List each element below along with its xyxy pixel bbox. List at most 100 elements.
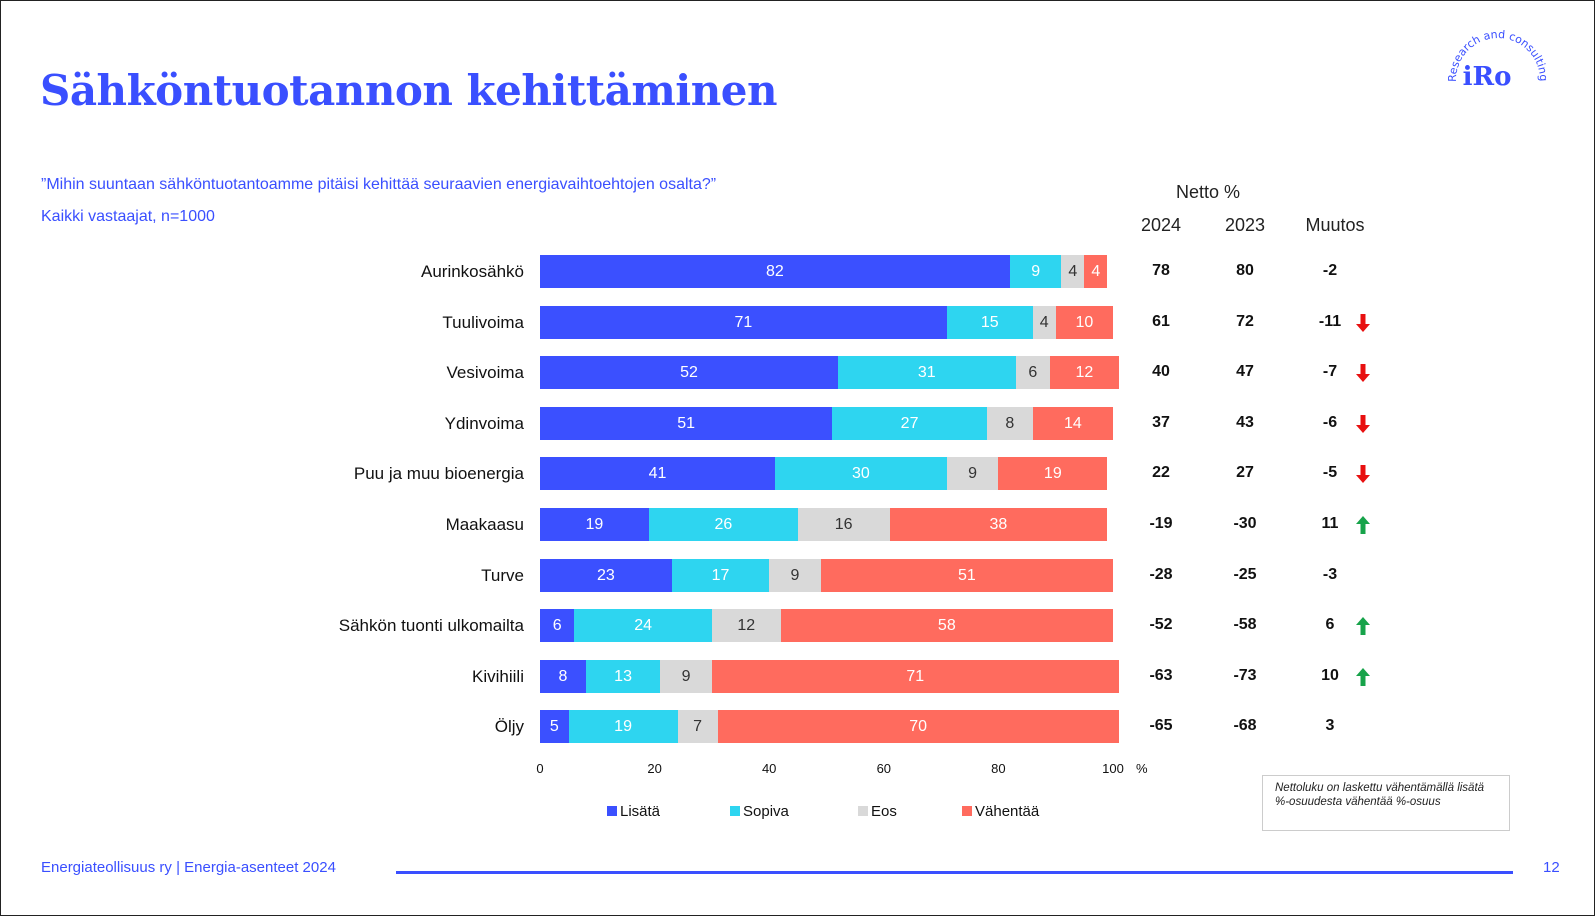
bar-segment-sopiva: 13	[585, 659, 661, 693]
bar-segment-vahentaa: 4	[1084, 255, 1108, 288]
bar-segment-sopiva: 9	[1009, 255, 1062, 288]
change-value: 10	[1321, 666, 1339, 684]
arrow-up-icon	[1356, 667, 1370, 686]
bar-segment-eos: 4	[1032, 305, 1056, 339]
netto-2023-value: -25	[1233, 565, 1257, 583]
category-label: Öljy	[494, 717, 524, 737]
change-header: Muutos	[1305, 215, 1365, 235]
bar-segment-lisata: 8	[540, 659, 586, 693]
x-axis-tick: 20	[647, 761, 662, 776]
change-value: -2	[1322, 262, 1338, 279]
bar-segment-vahentaa: 38	[889, 508, 1108, 541]
bar-segment-eos: 6	[1015, 356, 1050, 390]
x-axis-tick: 80	[991, 761, 1006, 776]
bar-segment-vahentaa: 70	[717, 710, 1119, 744]
bar-segment-vahentaa: 12	[1049, 356, 1119, 390]
x-axis-tick: 100	[1102, 761, 1124, 776]
category-label: Turve	[481, 565, 524, 585]
page-number: 12	[1543, 859, 1560, 876]
bar-segment-sopiva: 30	[774, 457, 947, 491]
x-axis-tick: 40	[761, 761, 777, 776]
bar-row: 19 26 16 38	[540, 508, 1113, 541]
bar-segment-eos: 12	[711, 609, 781, 643]
arrow-up-icon	[1356, 617, 1370, 636]
netto-2024-value: -52	[1149, 616, 1173, 634]
netto-2024-value: -63	[1149, 666, 1173, 684]
bar-segment-eos: 4	[1061, 255, 1085, 288]
bar-segment-lisata: 41	[540, 457, 775, 491]
iro-logo: Research and consulting	[1448, 28, 1548, 82]
bar-segment-vahentaa: 19	[998, 457, 1108, 491]
netto-2024-value: 22	[1152, 464, 1170, 482]
netto-2024-value: 78	[1152, 262, 1170, 279]
bar-segment-lisata: 19	[540, 508, 649, 541]
legend-swatch	[607, 806, 617, 816]
bar-segment-vahentaa: 10	[1055, 305, 1113, 339]
bar-segment-vahentaa: 51	[820, 558, 1113, 592]
bar-segment-sopiva: 24	[574, 609, 712, 643]
page-title: Sähköntuotannon kehittäminen	[40, 66, 778, 115]
change-value: -5	[1322, 464, 1338, 482]
netto-2023-value: -30	[1233, 515, 1257, 532]
bar-row: 82 9 4 4	[540, 255, 1113, 288]
category-label: Puu ja muu bioenergia	[353, 464, 524, 484]
sample-description: Kaikki vastaajat, n=1000	[41, 208, 215, 225]
legend-sopiva: Sopiva	[730, 803, 789, 820]
category-label: Ydinvoima	[444, 413, 524, 433]
bar-segment-lisata: 5	[540, 710, 569, 744]
bar-segment-eos: 9	[946, 457, 999, 491]
netto-2023-value: 72	[1236, 312, 1254, 330]
logo-wordmark: iRo	[1462, 62, 1512, 92]
netto-2024-value: 40	[1152, 363, 1170, 381]
bar-row: 8 13 9 71	[540, 659, 1119, 693]
change-value: -3	[1322, 565, 1338, 583]
survey-question: ”Mihin suuntaan sähköntuotantoamme pitäi…	[41, 176, 717, 193]
change-value: -11	[1318, 312, 1342, 330]
bar-segment-lisata: 6	[540, 609, 575, 643]
netto-2023-value: -73	[1233, 666, 1257, 684]
arrow-down-icon	[1356, 414, 1370, 433]
netto-2023-value: 47	[1236, 363, 1254, 381]
change-value: 11	[1321, 515, 1339, 532]
bar-segment-sopiva: 17	[671, 558, 770, 592]
x-axis-unit: %	[1136, 761, 1148, 776]
arrow-down-icon	[1356, 465, 1370, 484]
netto-2024-value: 61	[1152, 312, 1170, 330]
bar-segment-eos: 9	[660, 659, 712, 693]
legend-swatch	[858, 806, 868, 816]
netto-2024-value: -28	[1149, 565, 1173, 583]
bar-row: 23 17 9 51	[540, 558, 1113, 592]
bar-segment-eos: 9	[769, 558, 821, 592]
legend-swatch	[962, 806, 972, 816]
bar-segment-sopiva: 27	[832, 406, 987, 440]
legend-vahentaa: Vähentää	[962, 803, 1039, 820]
netto-2023-value: -68	[1233, 717, 1257, 735]
bar-segment-sopiva: 19	[568, 710, 678, 744]
legend-lisata: Lisätä	[607, 803, 660, 820]
netto-note: Nettoluku on laskettu vähentämällä lisät…	[1262, 775, 1510, 831]
bar-segment-sopiva: 15	[946, 305, 1033, 339]
category-label: Kivihiili	[472, 666, 524, 686]
arrow-up-icon	[1356, 516, 1370, 534]
netto-header: Netto %	[1175, 182, 1241, 202]
legend-swatch	[730, 806, 740, 816]
bar-row: 52 31 6 12	[540, 356, 1119, 390]
bar-segment-eos: 8	[986, 406, 1033, 440]
category-label: Vesivoima	[446, 363, 524, 383]
bar-segment-eos: 16	[797, 508, 890, 541]
bar-segment-sopiva: 31	[837, 356, 1016, 390]
bar-segment-vahentaa: 71	[711, 659, 1119, 693]
change-value: 3	[1325, 717, 1335, 735]
change-value: -7	[1322, 363, 1338, 381]
change-value: -6	[1322, 413, 1338, 431]
netto-2023-value: -58	[1233, 616, 1257, 634]
bar-segment-sopiva: 26	[648, 508, 798, 541]
bar-segment-vahentaa: 14	[1032, 406, 1113, 440]
netto-2023-value: 80	[1236, 262, 1254, 279]
legend-eos: Eos	[858, 803, 897, 820]
category-label: Maakaasu	[445, 515, 524, 534]
category-label: Aurinkosähkö	[420, 262, 524, 281]
arrow-down-icon	[1356, 313, 1370, 332]
bar-row: 41 30 9 19	[540, 457, 1113, 491]
bar-segment-lisata: 82	[540, 255, 1010, 288]
